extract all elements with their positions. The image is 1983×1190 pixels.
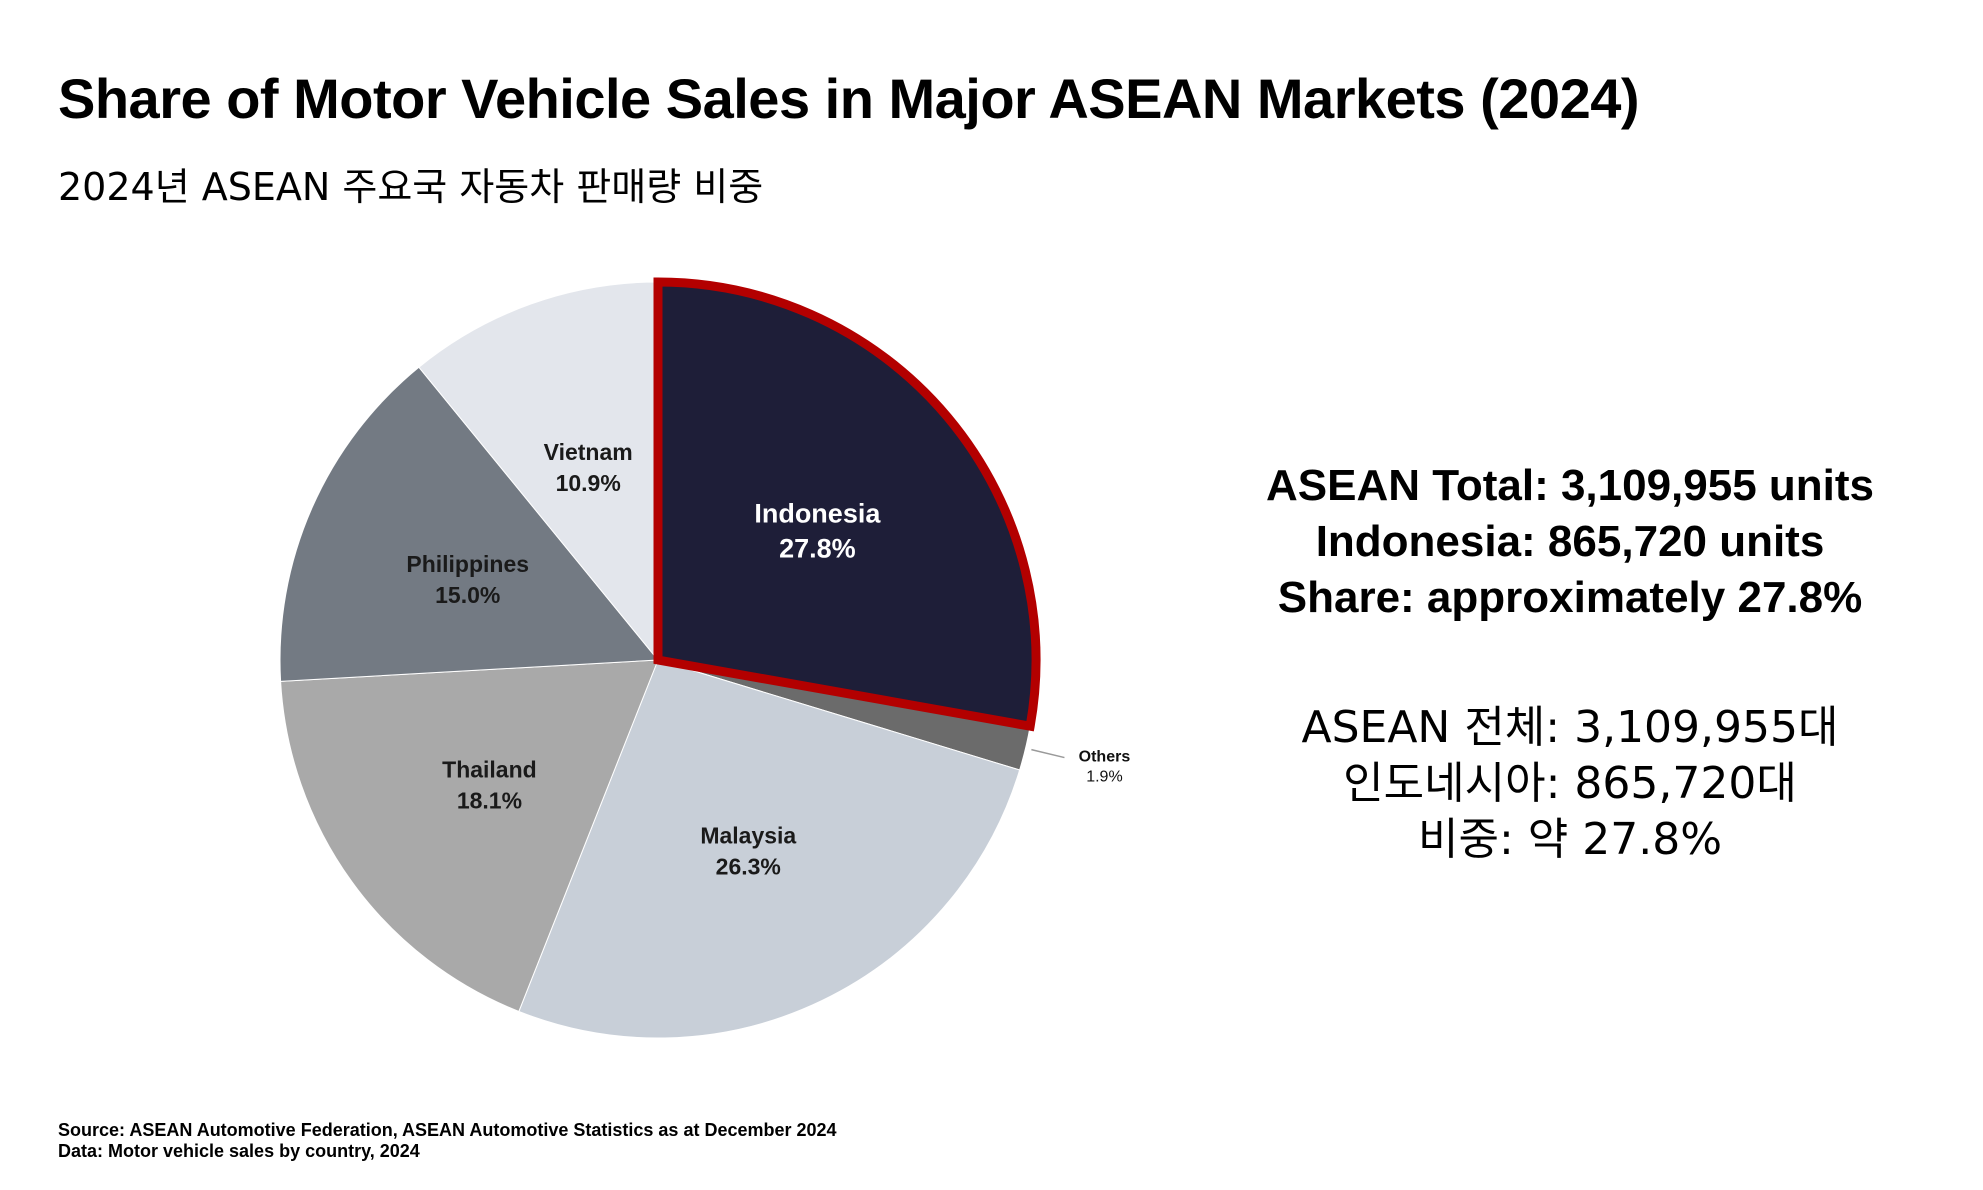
- summary-korean: ASEAN 전체: 3,109,955대 인도네시아: 865,720대 비중:…: [1180, 700, 1960, 868]
- slice-name-malaysia: Malaysia: [700, 822, 796, 848]
- chart-subtitle: 2024년 ASEAN 주요국 자동차 판매량 비중: [58, 165, 764, 209]
- summary-english: ASEAN Total: 3,109,955 units Indonesia: …: [1180, 458, 1960, 626]
- slice-name-thailand: Thailand: [442, 757, 537, 783]
- summary-indonesia: Indonesia: 865,720 units: [1315, 517, 1825, 566]
- pie-slice-indonesia: [653, 277, 1041, 732]
- slice-value-philippines: 15.0%: [435, 582, 500, 608]
- slice-value-vietnam: 10.9%: [556, 470, 621, 496]
- slice-name-indonesia: Indonesia: [754, 498, 881, 528]
- summary-indonesia-ko: 인도네시아: 865,720대: [1343, 758, 1797, 809]
- source-note: Source: ASEAN Automotive Federation, ASE…: [58, 1120, 837, 1140]
- slice-value-others: 1.9%: [1086, 769, 1122, 786]
- chart-title: Share of Motor Vehicle Sales in Major AS…: [58, 67, 1640, 130]
- chart-source: Source: ASEAN Automotive Federation, ASE…: [58, 1120, 837, 1162]
- slice-name-philippines: Philippines: [406, 551, 529, 577]
- pie-slice-malaysia: [518, 659, 1021, 1039]
- data-note: Data: Motor vehicle sales by country, 20…: [58, 1141, 420, 1161]
- pie-slice-vietnam: [418, 281, 659, 662]
- slice-value-thailand: 18.1%: [457, 788, 522, 814]
- slice-value-indonesia: 27.8%: [779, 533, 856, 563]
- pie-slice-philippines: [279, 366, 660, 682]
- summary-total-ko: ASEAN 전체: 3,109,955대: [1301, 702, 1839, 753]
- slice-value-malaysia: 26.3%: [716, 853, 781, 879]
- slice-name-others: Others: [1079, 749, 1131, 766]
- summary-share-ko: 비중: 약 27.8%: [1417, 814, 1722, 865]
- leader-line-others: [1031, 748, 1065, 759]
- summary-total: ASEAN Total: 3,109,955 units: [1265, 461, 1875, 510]
- slice-name-vietnam: Vietnam: [544, 439, 633, 465]
- pie-slice-thailand: [280, 659, 659, 1013]
- summary-share: Share: approximately 27.8%: [1277, 573, 1863, 622]
